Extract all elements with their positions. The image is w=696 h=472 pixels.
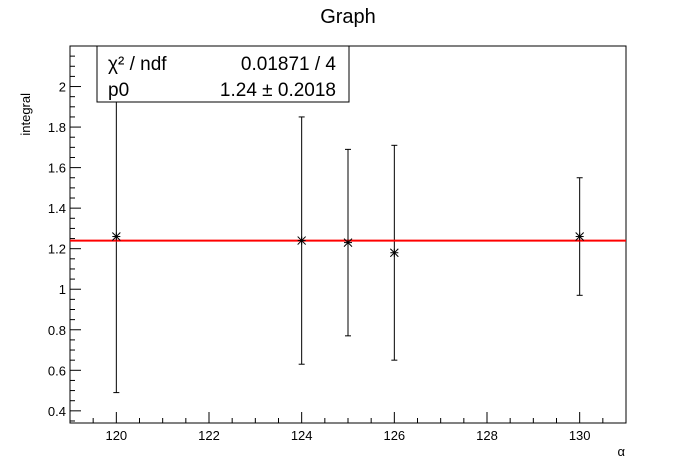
x-tick-label: 130	[569, 428, 591, 443]
x-tick-label: 128	[476, 428, 498, 443]
data-point-marker	[297, 236, 307, 245]
stats-value-chi2: 0.01871 / 4	[241, 54, 337, 75]
x-tick-label: 122	[198, 428, 220, 443]
y-tick-label: 2	[59, 80, 66, 95]
y-tick-label: 1	[59, 282, 66, 297]
stats-label-chi2: χ² / ndf	[108, 54, 167, 75]
x-tick-label: 126	[383, 428, 405, 443]
y-tick-label: 1.4	[48, 201, 66, 216]
y-tick-label: 0.8	[48, 323, 66, 338]
y-tick-label: 1.2	[48, 242, 66, 257]
y-tick-label: 1.6	[48, 161, 66, 176]
data-point-marker	[575, 232, 585, 241]
y-tick-label: 0.4	[48, 404, 66, 419]
x-tick-label: 124	[291, 428, 313, 443]
x-tick-label: 120	[105, 428, 127, 443]
stats-value-p0: 1.24 ± 0.2018	[220, 80, 336, 101]
data-point-marker	[389, 248, 399, 258]
data-point-marker	[343, 238, 353, 247]
y-tick-label: 1.8	[48, 120, 66, 135]
y-axis-title: integral	[18, 93, 33, 136]
x-axis-title: α	[617, 444, 625, 459]
stats-label-p0: p0	[108, 80, 129, 101]
data-point-marker	[111, 232, 121, 241]
chart-title: Graph	[320, 6, 376, 28]
y-tick-label: 0.6	[48, 363, 66, 378]
stats-box: χ² / ndf 0.01871 / 4 p0 1.24 ± 0.2018	[96, 45, 350, 103]
